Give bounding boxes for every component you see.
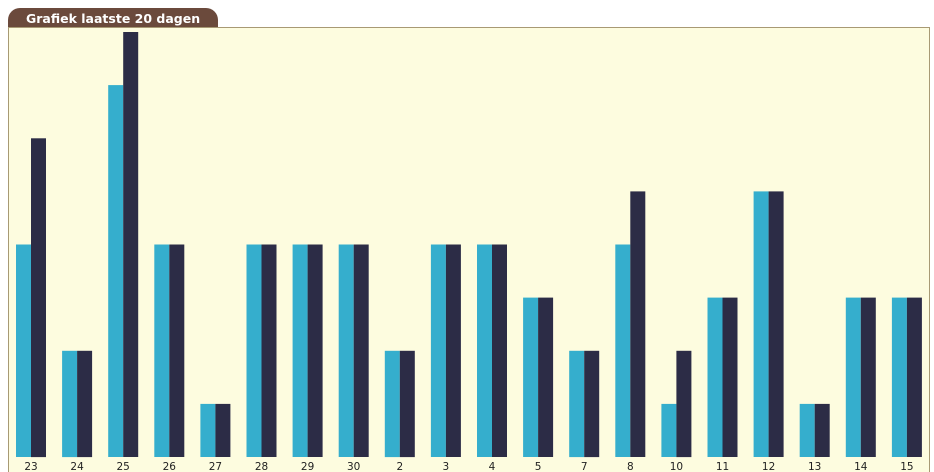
chart-title-tab: Grafiek laatste 20 dagen <box>8 8 219 28</box>
bar-30-series2 <box>353 244 369 457</box>
bar-4-series1 <box>477 244 492 457</box>
bar-29-series2 <box>307 244 323 457</box>
bar-5-series2 <box>538 297 554 457</box>
x-tick-label: 29 <box>301 461 314 472</box>
x-tick-label: 24 <box>70 461 84 472</box>
x-tick-label: 30 <box>347 461 360 472</box>
x-tick-label: 4 <box>489 461 496 472</box>
x-tick-label: 8 <box>627 461 634 472</box>
bar-28-series1 <box>246 244 262 457</box>
x-tick-label: 2 <box>396 461 403 472</box>
x-tick-label: 5 <box>535 461 542 472</box>
bar-12-series2 <box>768 191 784 457</box>
bar-28-series2 <box>261 244 277 457</box>
bar-24-series2 <box>77 350 93 458</box>
bar-14-series1 <box>845 297 861 457</box>
x-tick-label: 23 <box>24 461 37 472</box>
bar-30-series1 <box>338 244 354 457</box>
x-tick-label: 10 <box>670 461 683 472</box>
bar-13-series1 <box>799 403 815 457</box>
bar-13-series2 <box>814 403 830 457</box>
bar-27-series1 <box>200 403 216 457</box>
bar-27-series2 <box>215 403 231 457</box>
x-tick-label: 3 <box>443 461 450 472</box>
bar-10-series2 <box>676 350 692 458</box>
bar-7-series1 <box>569 350 585 458</box>
bar-25-series1 <box>108 85 124 457</box>
bar-2-series2 <box>399 350 415 458</box>
bar-15-series1 <box>891 297 907 457</box>
bar-23-series1 <box>16 244 31 457</box>
bar-3-series1 <box>430 244 446 457</box>
bar-10-series1 <box>661 403 677 457</box>
bar-26-series1 <box>154 244 170 457</box>
x-tick-label: 14 <box>854 461 868 472</box>
x-tick-label: 13 <box>808 461 821 472</box>
bar-7-series2 <box>584 350 600 458</box>
x-tick-label: 25 <box>117 461 130 472</box>
bar-25-series2 <box>123 32 139 457</box>
bar-4-series2 <box>492 244 507 457</box>
bar-14-series2 <box>860 297 876 457</box>
x-tick-label: 27 <box>209 461 222 472</box>
bar-2-series1 <box>384 350 400 458</box>
x-tick-label: 26 <box>163 461 177 472</box>
bar-8-series2 <box>630 191 646 457</box>
bar-8-series1 <box>615 244 631 457</box>
x-tick-label: 12 <box>762 461 775 472</box>
bar-15-series2 <box>906 297 922 457</box>
bar-12-series1 <box>753 191 769 457</box>
bar-11-series2 <box>722 297 738 457</box>
bar-5-series1 <box>523 297 539 457</box>
bar-11-series1 <box>707 297 723 457</box>
x-tick-label: 28 <box>255 461 268 472</box>
bar-3-series2 <box>445 244 461 457</box>
bar-26-series2 <box>169 244 185 457</box>
bar-23-series2 <box>31 138 46 458</box>
bar-29-series1 <box>292 244 308 457</box>
x-tick-label: 7 <box>581 461 588 472</box>
bar-24-series1 <box>62 350 78 458</box>
x-tick-label: 15 <box>900 461 913 472</box>
x-tick-label: 11 <box>716 461 729 472</box>
